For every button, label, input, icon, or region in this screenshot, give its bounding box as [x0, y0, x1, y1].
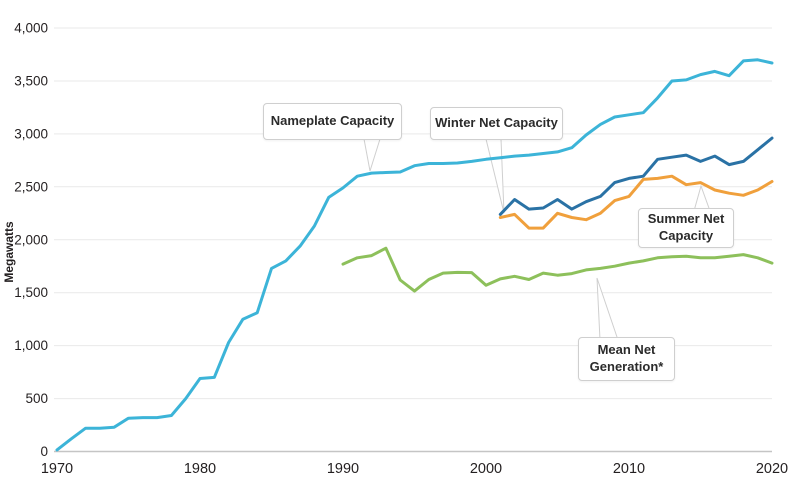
callout-summer-net-capacity: Summer Net Capacity — [638, 208, 734, 248]
callout-mean-net-generation-label: Mean Net Generation* — [589, 342, 664, 374]
y-tick-label: 2,000 — [14, 232, 48, 247]
x-tick-label: 1990 — [327, 461, 359, 477]
y-axis-title: Megawatts — [2, 221, 16, 283]
callout-mean-net-generation: Mean Net Generation* — [578, 337, 675, 381]
x-tick-label: 1980 — [184, 461, 216, 477]
callout-summer-net-capacity-label: Summer Net Capacity — [647, 211, 725, 243]
callout-winter-net-capacity-label: Winter Net Capacity — [435, 115, 558, 131]
callout-tail-winter-net-capacity — [485, 138, 505, 214]
x-tick-label: 2020 — [756, 461, 788, 477]
y-tick-label: 3,000 — [14, 126, 48, 141]
y-tick-label: 1,500 — [14, 285, 48, 300]
y-tick-label: 500 — [25, 391, 48, 406]
y-tick-label: 0 — [40, 444, 48, 459]
nameplate-capacity-line — [55, 58, 774, 452]
callout-nameplate-capacity: Nameplate Capacity — [263, 103, 402, 140]
x-tick-label: 2000 — [470, 461, 502, 477]
y-tick-label: 4,000 — [14, 21, 48, 36]
summer-net-capacity-line — [498, 174, 774, 230]
callout-nameplate-capacity-label: Nameplate Capacity — [270, 113, 395, 129]
y-tick-label: 2,500 — [14, 179, 48, 194]
callout-tail-mean-net-generation — [596, 277, 619, 341]
y-tick-label: 3,500 — [14, 74, 48, 89]
callout-tail-nameplate-capacity — [363, 138, 381, 172]
callout-winter-net-capacity: Winter Net Capacity — [430, 107, 563, 140]
mean-net-generation-line — [341, 246, 774, 293]
y-tick-label: 1,000 — [14, 338, 48, 353]
x-tick-label: 2010 — [613, 461, 645, 477]
winter-net-capacity-line — [498, 136, 774, 216]
x-tick-label: 1970 — [41, 461, 73, 477]
